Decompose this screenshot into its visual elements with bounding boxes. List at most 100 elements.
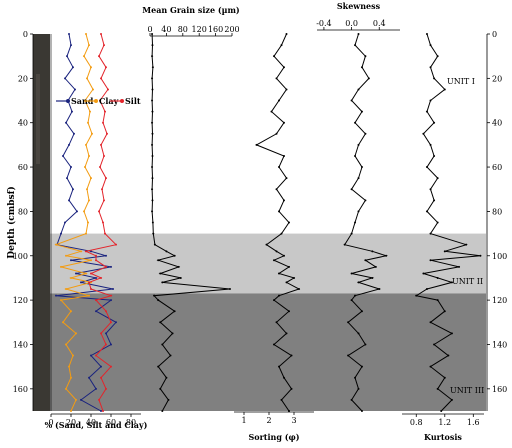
series-sand-point-8	[65, 121, 67, 124]
mean-grain-size-point-35	[157, 365, 160, 368]
series-sand-point-21	[105, 254, 107, 257]
mean-grain-size-point-18	[152, 232, 155, 235]
sorting-point-7	[270, 110, 273, 113]
kurtosis-point-25	[436, 276, 439, 279]
series-silt-point-7	[104, 110, 106, 113]
series-clay-point-14	[86, 188, 88, 191]
skewness-point-32	[357, 332, 360, 335]
panel0-tick-label-2: 40	[86, 418, 96, 427]
kurtosis-point-17	[436, 221, 439, 224]
sorting-point-28	[278, 294, 280, 297]
skewness-point-26	[357, 281, 360, 284]
series-silt-point-31	[110, 321, 112, 324]
series-silt-point-32	[100, 332, 102, 335]
right-depth-tick-label-4: 80	[492, 207, 502, 216]
series-clay-point-9	[91, 132, 93, 135]
kurtosis-point-12	[425, 166, 428, 169]
right-depth-tick-label-5: 100	[492, 252, 507, 261]
sorting-point-39	[288, 410, 290, 412]
legend-silt-label: Silt	[125, 96, 141, 106]
series-clay-point-5	[92, 88, 94, 91]
right-depth-tick-label-2: 40	[492, 119, 502, 128]
skewness-point-27	[378, 288, 381, 291]
series-silt-point-13	[105, 177, 107, 180]
sorting-point-10	[255, 143, 258, 146]
series-sand-point-14	[72, 188, 74, 191]
kurtosis-point-23	[458, 265, 461, 268]
mean-grain-size-point-13	[151, 177, 154, 180]
skewness-point-8	[354, 121, 357, 124]
mean-grain-size-point-29	[157, 299, 160, 302]
series-sand-point-28	[55, 294, 57, 297]
mean-grain-size-point-31	[159, 321, 162, 324]
panel2-tick-label-1: 2	[266, 416, 271, 425]
sorting-point-37	[290, 387, 293, 390]
sorting-point-12	[278, 166, 280, 169]
series-sand-point-12	[70, 166, 72, 169]
depth-tick-label-4: 80	[18, 207, 28, 216]
sorting-point-30	[288, 310, 290, 313]
series-clay-point-17	[87, 221, 89, 224]
skewness-point-23	[374, 265, 377, 268]
series-silt-point-16	[98, 210, 100, 213]
mean-grain-size-point-37	[159, 387, 162, 390]
series-sand-point-39	[100, 410, 102, 412]
series-sand-point-9	[73, 132, 75, 135]
mean-grain-size-point-5	[151, 88, 154, 91]
series-clay-point-37	[65, 387, 67, 390]
series-sand-point-17	[64, 221, 66, 224]
series-silt-line	[84, 33, 117, 412]
skewness-line	[343, 33, 389, 412]
mean-grain-size-point-24	[159, 272, 162, 275]
sorting-point-26	[285, 281, 288, 284]
series-clay-point-1	[88, 44, 90, 47]
series-silt-point-15	[103, 199, 105, 202]
depth-tick-label-7: 140	[13, 340, 28, 349]
series-sand-point-15	[68, 199, 70, 202]
sorting-point-19	[265, 243, 268, 246]
depth-axis-title: Depth (cmbsf)	[6, 186, 17, 258]
series-clay-line	[54, 33, 94, 412]
skewness-point-2	[364, 55, 367, 58]
series-silt-point-12	[99, 166, 101, 169]
sorting-point-38	[280, 398, 283, 401]
series-sand-point-25	[95, 276, 97, 279]
series-sand-point-29	[110, 299, 112, 302]
series-clay-point-19	[55, 243, 57, 246]
series-sand-point-2	[66, 55, 68, 58]
kurtosis-point-15	[433, 199, 436, 202]
kurtosis-point-39	[440, 410, 443, 412]
series-sand-point-18	[60, 232, 62, 235]
series-silt-point-14	[101, 188, 103, 191]
panel4-xlabel: Kurtosis	[424, 432, 462, 442]
series-sand-point-22	[70, 259, 72, 262]
skewness-point-34	[347, 354, 350, 357]
mean-grain-size-point-25	[179, 276, 182, 279]
kurtosis-point-30	[443, 310, 446, 313]
series-silt-point-8	[102, 121, 104, 124]
sorting-point-29	[273, 299, 275, 302]
panel1-tick-label-1: 40	[161, 25, 171, 34]
sorting-point-36	[283, 376, 285, 379]
series-silt-point-23	[105, 265, 107, 268]
sorting-point-20	[275, 250, 278, 253]
series-clay-point-31	[62, 321, 64, 324]
panel2-xlabel: Sorting (φ)	[248, 432, 299, 442]
sorting-point-32	[285, 332, 288, 335]
mean-grain-size-line	[151, 33, 230, 412]
sorting-point-35	[278, 365, 280, 368]
mean-grain-size-point-28	[153, 294, 156, 297]
unit-label-2: UNIT II	[452, 277, 484, 286]
series-silt-point-3	[105, 66, 107, 69]
skewness-point-5	[357, 88, 360, 91]
kurtosis-point-34	[447, 354, 450, 357]
skewness-point-13	[357, 177, 360, 180]
kurtosis-point-19	[465, 243, 468, 246]
skewness-point-11	[354, 154, 357, 157]
panel4-tick-label-0: 0.8	[410, 418, 423, 427]
mean-grain-size-point-32	[171, 332, 174, 335]
series-sand-point-34	[90, 354, 92, 357]
series-clay-point-7	[89, 110, 91, 113]
mean-grain-size-point-1	[151, 44, 154, 47]
series-clay-point-29	[60, 299, 62, 302]
